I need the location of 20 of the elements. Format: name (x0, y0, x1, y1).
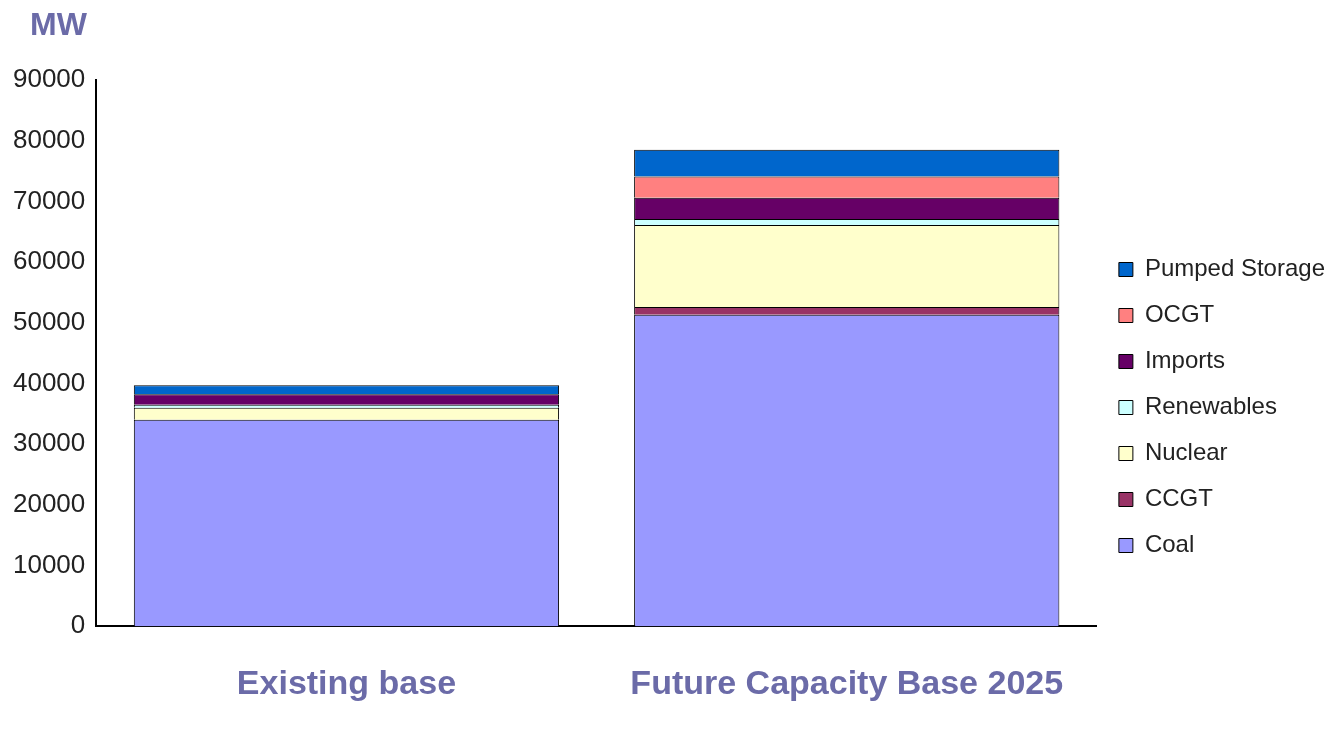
x-tick-label: Future Capacity Base 2025 (630, 662, 1064, 701)
y-tick-label: 80000 (12, 123, 86, 154)
legend-label: Renewables (1144, 392, 1277, 420)
legend-label: Imports (1144, 346, 1225, 374)
y-tick-label: 20000 (12, 487, 86, 518)
y-tick-label: 0 (70, 609, 86, 640)
legend-label: CCGT (1144, 484, 1214, 512)
y-tick-label: 30000 (12, 427, 86, 458)
x-tick-label: Existing base (236, 662, 457, 701)
y-tick-label: 10000 (12, 548, 86, 579)
y-tick-label: 70000 (12, 184, 86, 215)
y-tick-label: 90000 (12, 63, 86, 94)
legend-label: Coal (1144, 530, 1195, 558)
legend-label: OCGT (1144, 300, 1215, 328)
legend-label: Nuclear (1144, 438, 1228, 466)
y-tick-label: 40000 (12, 366, 86, 397)
y-tick-label: 50000 (12, 305, 86, 336)
y-tick-label: 60000 (12, 245, 86, 276)
legend-label: Pumped Storage (1144, 254, 1326, 282)
y-axis-title: MW (30, 6, 87, 43)
